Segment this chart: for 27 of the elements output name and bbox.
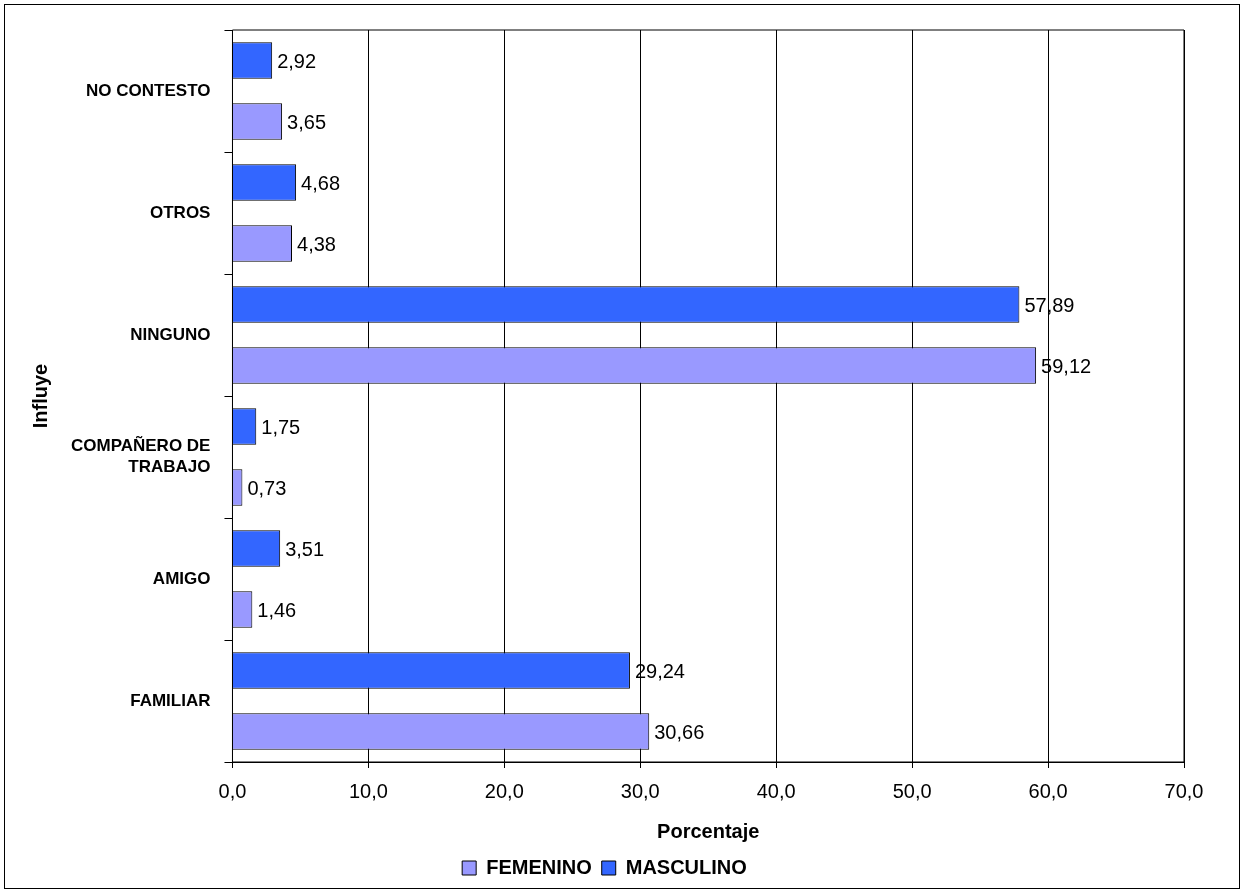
- data-label: 2,92: [277, 50, 317, 73]
- data-label: 1,75: [261, 416, 301, 439]
- data-label: 30,66: [654, 721, 705, 744]
- legend-label: FEMENINO: [486, 855, 592, 878]
- y-tick-label: NINGUNO: [130, 324, 211, 344]
- data-label: 3,51: [285, 538, 325, 561]
- x-tick-label: 20,0: [484, 779, 524, 802]
- legend-label: MASCULINO: [625, 855, 747, 878]
- y-tick-label: NO CONTESTO: [86, 80, 211, 100]
- x-tick-label: 60,0: [1028, 779, 1068, 802]
- x-tick-label: 40,0: [756, 779, 796, 802]
- data-label: 1,46: [257, 599, 297, 622]
- y-tick-label: FAMILIAR: [130, 690, 211, 710]
- data-label: 4,38: [297, 233, 336, 256]
- y-tick-label: AMIGO: [152, 568, 211, 588]
- y-tick-label: OTROS: [150, 202, 211, 222]
- y-axis-title: Influye: [28, 363, 51, 429]
- x-tick-label: 30,0: [620, 779, 660, 802]
- data-label: 0,73: [247, 477, 287, 500]
- y-tick-label: COMPAÑERO DE TRABAJO: [70, 435, 211, 476]
- x-tick-label: 70,0: [1164, 779, 1204, 802]
- data-label: 3,65: [287, 111, 327, 134]
- x-tick-label: 0,0: [218, 779, 247, 802]
- x-axis-title: Porcentaje: [657, 819, 760, 842]
- x-tick-label: 10,0: [348, 779, 388, 802]
- x-tick-label: 50,0: [892, 779, 932, 802]
- data-label: 4,68: [301, 172, 341, 195]
